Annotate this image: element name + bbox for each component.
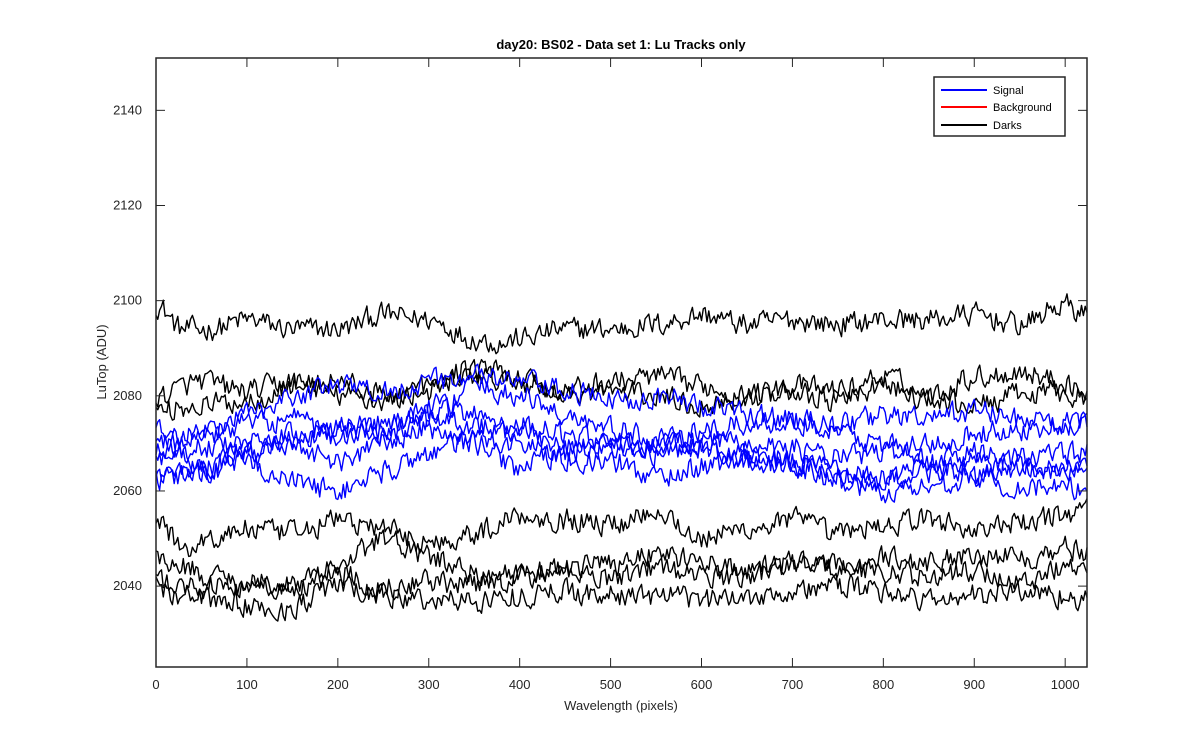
y-axis: 2040 2060 2080 2100 2120 2140 xyxy=(113,102,1087,593)
chart-title: day20: BS02 - Data set 1: Lu Tracks only xyxy=(496,37,746,52)
plot-frame xyxy=(155,57,1088,668)
plot-area: 0 100 200 300 400 500 600 700 800 900 1000 2040 206… xyxy=(113,57,1088,692)
legend-label-signal: Signal xyxy=(993,85,1024,97)
plot-background xyxy=(156,58,1087,667)
x-tick-label: 400 xyxy=(509,677,531,692)
series-line-darks-9 xyxy=(155,498,1088,558)
x-tick-label: 800 xyxy=(872,677,894,692)
series-line-darks-7 xyxy=(155,364,1088,412)
legend: Signal Background Darks xyxy=(933,76,1066,137)
series-line-darks-11 xyxy=(155,550,1088,601)
legend-label-background: Background xyxy=(993,102,1052,114)
series-line-darks-12 xyxy=(155,572,1088,622)
y-tick-label: 2080 xyxy=(113,388,142,403)
legend-label-darks: Darks xyxy=(993,120,1022,132)
x-tick-label: 900 xyxy=(963,677,985,692)
x-tick-label: 0 xyxy=(152,677,159,692)
y-tick-label: 2040 xyxy=(113,578,142,593)
x-tick-label: 200 xyxy=(327,677,349,692)
x-tick-label: 700 xyxy=(782,677,804,692)
y-tick-label: 2120 xyxy=(113,197,142,212)
series-line-darks-8 xyxy=(155,358,1088,421)
legend-entry-darks: Darks xyxy=(941,120,1022,132)
x-axis-label: Wavelength (pixels) xyxy=(564,698,678,713)
x-tick-label: 100 xyxy=(236,677,258,692)
series-line-signal-3 xyxy=(155,419,1088,488)
series-line-darks-10 xyxy=(155,529,1088,600)
series-line-signal-4 xyxy=(155,429,1088,504)
x-tick-label: 500 xyxy=(600,677,622,692)
x-tick-label: 600 xyxy=(691,677,713,692)
series-line-signal-5 xyxy=(155,393,1088,469)
legend-entry-signal: Signal xyxy=(941,85,1024,97)
series-line-darks-6 xyxy=(155,293,1088,355)
x-tick-label: 300 xyxy=(418,677,440,692)
x-axis: 0 100 200 300 400 500 600 700 800 900 1000 xyxy=(152,58,1080,692)
series-layer xyxy=(155,293,1088,622)
series-line-signal-0 xyxy=(155,363,1088,460)
x-tick-label: 1000 xyxy=(1051,677,1080,692)
y-tick-label: 2140 xyxy=(113,102,142,117)
y-axis-label: LuTop (ADU) xyxy=(94,324,109,399)
y-tick-label: 2100 xyxy=(113,293,142,308)
y-tick-label: 2060 xyxy=(113,483,142,498)
legend-entry-background: Background xyxy=(941,102,1052,114)
